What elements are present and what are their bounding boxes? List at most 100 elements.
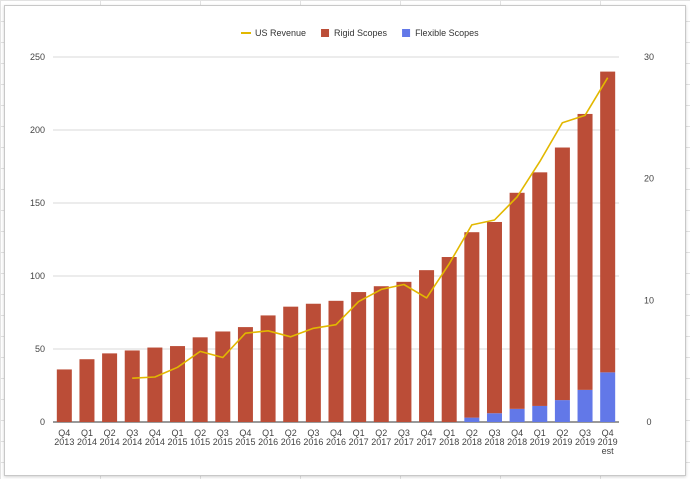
x-tick-label: Q1 <box>353 428 365 438</box>
bar-rigid-scopes <box>305 303 321 422</box>
bar-rigid-scopes <box>56 369 72 422</box>
x-tick-label: 2019 <box>552 437 572 447</box>
y-left-tick-label: 200 <box>30 125 45 135</box>
x-tick-label: 1015 <box>190 437 210 447</box>
x-tick-label: 2015 <box>213 437 233 447</box>
x-tick-label: Q4 <box>330 428 342 438</box>
x-tick-label: Q4 <box>239 428 251 438</box>
bar-rigid-scopes <box>147 347 163 422</box>
bar-rigid-scopes <box>441 257 457 422</box>
bar-rigid-scopes <box>215 331 231 422</box>
bar-rigid-scopes <box>554 147 570 401</box>
x-tick-label: 2014 <box>100 437 120 447</box>
x-tick-label: Q1 <box>443 428 455 438</box>
bar-rigid-scopes <box>464 232 480 418</box>
x-tick-label: Q2 <box>556 428 568 438</box>
bar-rigid-scopes <box>419 270 435 422</box>
legend-label-flexible-scopes: Flexible Scopes <box>415 28 479 38</box>
x-tick-label: Q2 <box>285 428 297 438</box>
bar-flexible-scopes <box>554 400 570 422</box>
x-tick-label: 2018 <box>507 437 527 447</box>
bar-rigid-scopes <box>283 306 299 422</box>
bar-flexible-scopes <box>509 408 525 422</box>
x-tick-label: 2016 <box>303 437 323 447</box>
y-right-tick-label: 0 <box>646 417 651 427</box>
bar-rigid-scopes <box>79 359 95 422</box>
x-tick-label: 2018 <box>462 437 482 447</box>
y-left-tick-label: 150 <box>30 198 45 208</box>
bar-rigid-scopes <box>124 350 140 422</box>
x-tick-label: Q1 <box>534 428 546 438</box>
x-tick-label: Q1 <box>262 428 274 438</box>
bar-rigid-scopes <box>237 327 253 422</box>
x-tick-label: 2017 <box>394 437 414 447</box>
bar-flexible-scopes <box>464 417 480 422</box>
y-right-tick-label: 20 <box>644 174 654 184</box>
x-tick-label: Q2 <box>466 428 478 438</box>
x-tick-label: Q1 <box>81 428 93 438</box>
chart-container[interactable]: 0 50 100 150 200 250 0 10 20 30 Q4 2013 Q1 2014 Q2 2014… <box>4 5 686 476</box>
x-tick-label: Q1 <box>172 428 184 438</box>
x-tick-label: 2018 <box>484 437 504 447</box>
y-left-tick-label: 250 <box>30 52 45 62</box>
y-left-tick-label: 0 <box>40 417 45 427</box>
x-tick-label: Q4 <box>602 428 614 438</box>
x-tick-label: 2016 <box>281 437 301 447</box>
x-tick-label: 2016 <box>258 437 278 447</box>
x-tick-label: Q4 <box>149 428 161 438</box>
x-tick-label: Q3 <box>488 428 500 438</box>
x-tick-label: Q2 <box>104 428 116 438</box>
x-tick-label: 2019 <box>575 437 595 447</box>
bar-rigid-scopes <box>170 346 186 422</box>
bar-rigid-scopes <box>260 315 276 422</box>
legend-swatch-rigid-scopes <box>321 29 330 37</box>
x-tick-label: Q3 <box>217 428 229 438</box>
legend-label-us-revenue: US Revenue <box>255 28 306 38</box>
x-tick-label: Q3 <box>579 428 591 438</box>
x-tick-label: 2018 <box>439 437 459 447</box>
x-tick-label: 2016 <box>326 437 346 447</box>
x-tick-label: 2013 <box>54 437 74 447</box>
x-tick-label: 2014 <box>145 437 165 447</box>
bar-rigid-scopes <box>486 221 502 414</box>
bar-rigid-scopes <box>192 337 208 422</box>
x-tick-label: 2014 <box>77 437 97 447</box>
y-left-tick-label: 100 <box>30 271 45 281</box>
x-tick-label: 2017 <box>371 437 391 447</box>
x-tick-label: Q3 <box>398 428 410 438</box>
x-tick-label: Q2 <box>375 428 387 438</box>
bar-rigid-scopes <box>600 71 616 373</box>
legend-swatch-flexible-scopes <box>402 29 411 37</box>
y-left-tick-label: 50 <box>35 344 45 354</box>
bar-rigid-scopes <box>396 281 412 422</box>
bar-rigid-scopes <box>102 353 118 422</box>
y-right-tick-label: 30 <box>644 52 654 62</box>
x-tick-label: 2019 <box>598 437 618 447</box>
bar-flexible-scopes <box>532 405 548 422</box>
x-tick-label: 2019 <box>530 437 550 447</box>
x-tick-label: 2017 <box>417 437 437 447</box>
bar-rigid-scopes <box>509 192 525 409</box>
x-tick-label: Q3 <box>307 428 319 438</box>
x-tick-label: Q3 <box>126 428 138 438</box>
line-us-revenue <box>132 77 609 379</box>
legend-label-rigid-scopes: Rigid Scopes <box>334 28 388 38</box>
x-tick-label: Q4 <box>421 428 433 438</box>
x-tick-label: 2017 <box>349 437 369 447</box>
bar-rigid-scopes <box>351 292 367 422</box>
bar-flexible-scopes <box>600 372 616 422</box>
x-tick-label: Q4 <box>58 428 70 438</box>
x-tick-label: est <box>602 446 615 456</box>
bar-rigid-scopes <box>328 300 344 422</box>
y-right-tick-label: 10 <box>644 295 654 305</box>
x-tick-label: 2014 <box>122 437 142 447</box>
x-tick-label: 2015 <box>168 437 188 447</box>
combo-chart: 0501001502002500102030Q42013Q12014Q22014… <box>30 28 654 456</box>
x-tick-label: Q4 <box>511 428 523 438</box>
bar-flexible-scopes <box>486 413 502 422</box>
bar-rigid-scopes <box>373 286 389 422</box>
bar-rigid-scopes <box>577 113 593 390</box>
x-tick-label: Q2 <box>194 428 206 438</box>
x-tick-label: 2015 <box>235 437 255 447</box>
bar-flexible-scopes <box>577 389 593 422</box>
